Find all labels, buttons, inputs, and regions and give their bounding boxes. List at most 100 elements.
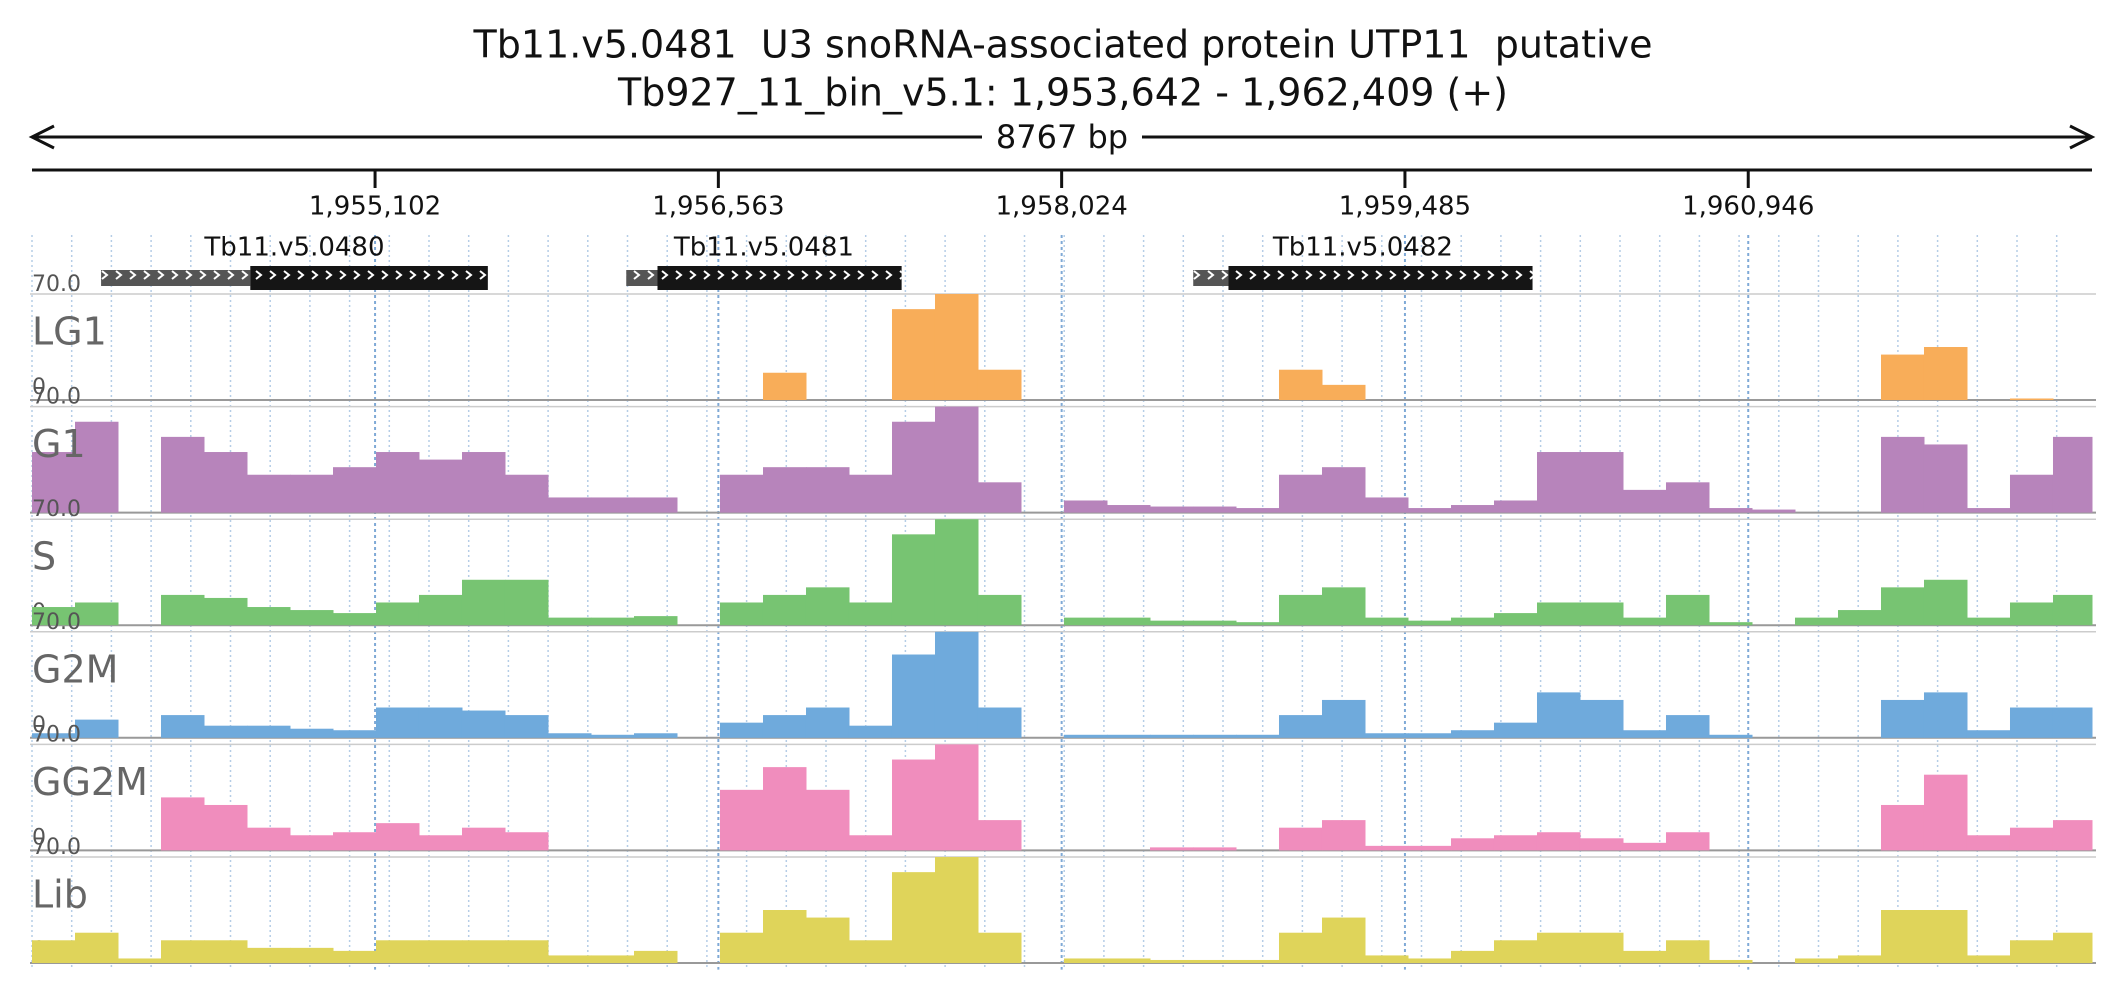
- coverage-bar: [1063, 958, 1108, 963]
- coverage-bar: [160, 715, 205, 738]
- cds-chevrons: [250, 267, 488, 289]
- y-tick-label: 70.0: [32, 835, 81, 860]
- coverage-bar: [1622, 730, 1667, 738]
- track-name: G2M: [32, 647, 118, 691]
- coverage-bar: [1966, 508, 2011, 513]
- coverage-bar: [1665, 594, 1710, 626]
- coverage-bar: [74, 932, 119, 963]
- coverage-bar: [418, 707, 463, 738]
- coverage-bar: [934, 406, 979, 513]
- track-name: S: [32, 535, 56, 579]
- coverage-bar: [375, 940, 420, 963]
- coverage-bar: [1880, 587, 1925, 626]
- coverage-bar: [1235, 959, 1280, 963]
- coverage-bar: [633, 733, 678, 738]
- coverage-bar: [1665, 715, 1710, 738]
- coverage-bar: [160, 594, 205, 626]
- coverage-bar: [891, 872, 936, 963]
- coverage-bar: [1321, 917, 1366, 963]
- coverage-bar: [1622, 842, 1667, 851]
- coverage-bar: [934, 519, 979, 626]
- coverage-bar: [1192, 959, 1237, 963]
- coverage-bar: [32, 940, 76, 963]
- coverage-bar: [1622, 489, 1667, 513]
- coverage-bar: [1364, 733, 1409, 738]
- coverage-bar: [1794, 958, 1839, 963]
- coverage-bar: [762, 767, 807, 851]
- coverage-bar: [977, 707, 1022, 738]
- coverage-bar: [1278, 594, 1323, 626]
- coverage-bar: [461, 579, 506, 626]
- coverage-bar: [1837, 955, 1882, 963]
- coverage-bar: [2052, 594, 2093, 626]
- coverage-bar: [633, 616, 678, 626]
- track-name: GG2M: [32, 760, 148, 804]
- coverage-bar: [1493, 835, 1538, 851]
- coverage-bar: [246, 725, 291, 738]
- coverage-bar: [977, 820, 1022, 851]
- coverage-bar: [891, 421, 936, 513]
- coverage-bar: [2052, 436, 2093, 513]
- coverage-bar: [375, 452, 420, 513]
- coverage-bar: [246, 607, 291, 626]
- y-tick-label: 70.0: [32, 497, 81, 522]
- coverage-bar: [891, 759, 936, 851]
- coverage-bar: [1364, 955, 1409, 963]
- coverage-bar: [1579, 699, 1624, 738]
- coverage-bar: [1321, 587, 1366, 626]
- coverage-bar: [1063, 734, 1108, 738]
- coverage-bar: [1622, 950, 1667, 963]
- coverage-bar: [590, 617, 635, 626]
- coverage-bar: [160, 436, 205, 513]
- coverage-bar: [461, 940, 506, 963]
- arrow-head: [2069, 124, 2096, 150]
- coverage-bar: [375, 707, 420, 738]
- x-tick-label: 1,956,563: [652, 192, 784, 222]
- coverage-bar: [1880, 354, 1925, 400]
- coverage-bar: [934, 857, 979, 963]
- coverage-bar: [2009, 707, 2054, 738]
- cds-chevrons: [657, 267, 902, 289]
- coverage-bar: [547, 617, 592, 626]
- length-label: 8767 bp: [996, 118, 1128, 156]
- track-name: LG1: [32, 310, 107, 354]
- coverage-bar: [1192, 734, 1237, 738]
- coverage-bar: [1579, 452, 1624, 513]
- coverage-bar: [848, 835, 893, 851]
- coverage-bar: [1407, 620, 1452, 626]
- coverage-bar: [891, 534, 936, 626]
- coverage-bar: [1407, 845, 1452, 851]
- arrow-head: [28, 124, 55, 150]
- coverage-bar: [74, 602, 119, 626]
- coverage-bar: [1923, 692, 1968, 738]
- coverage-bar: [2009, 474, 2054, 513]
- y-tick-label: 0: [32, 713, 46, 738]
- coverage-bar: [1966, 955, 2011, 963]
- coverage-bar: [1321, 384, 1366, 400]
- coverage-bar: [1106, 734, 1151, 738]
- coverage-bar: [1966, 730, 2011, 738]
- coverage-bar: [2009, 940, 2054, 963]
- coverage-bar: [418, 594, 463, 626]
- coverage-bar: [1278, 827, 1323, 851]
- coverage-bar: [32, 733, 76, 738]
- utr-chevrons: [1193, 270, 1229, 286]
- coverage-bar: [805, 789, 850, 851]
- coverage-bar: [762, 910, 807, 963]
- coverage-bar: [246, 474, 291, 513]
- coverage-bar: [203, 597, 248, 626]
- gene-name: Tb11.v5.0480: [203, 233, 384, 263]
- coverage-bar: [719, 789, 764, 851]
- coverage-bar: [1192, 506, 1237, 513]
- coverage-bar: [74, 719, 119, 738]
- coverage-bar: [1192, 620, 1237, 626]
- coverage-bar: [719, 602, 764, 626]
- coverage-bar: [633, 497, 678, 513]
- subtitle: Tb927_11_bin_v5.1: 1,953,642 - 1,962,409…: [617, 71, 1508, 115]
- label-bg: [982, 120, 1142, 154]
- coverage-bar: [762, 467, 807, 513]
- coverage-bar: [1923, 774, 1968, 851]
- coverage-bar: [848, 474, 893, 513]
- coverage-bar: [1407, 733, 1452, 738]
- coverage-bar: [1880, 910, 1925, 963]
